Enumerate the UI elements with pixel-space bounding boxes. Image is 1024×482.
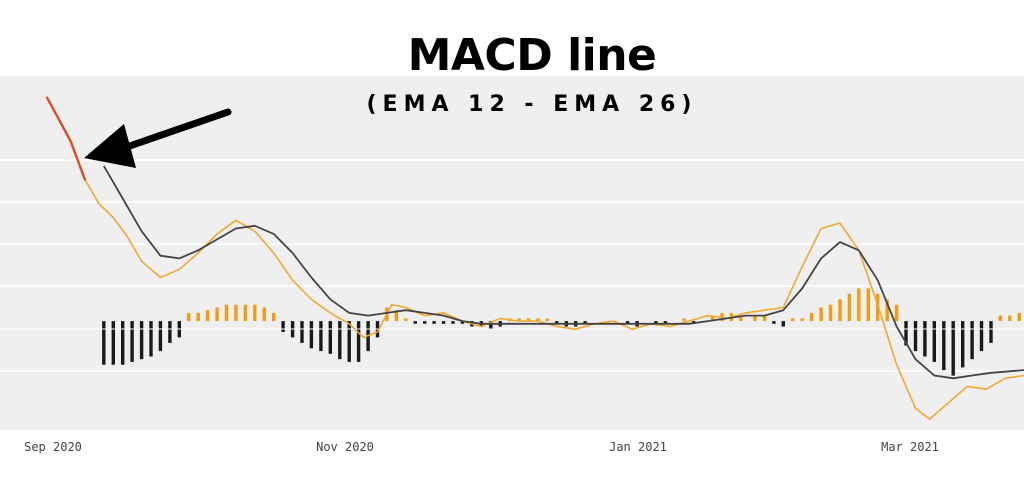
histogram-bar — [517, 318, 521, 322]
histogram-bar — [394, 310, 399, 322]
histogram-bar — [111, 321, 115, 365]
histogram-bar — [555, 321, 559, 324]
histogram-bar — [961, 321, 965, 368]
histogram-bar — [989, 321, 993, 343]
histogram-bar — [451, 321, 455, 324]
histogram-bar — [682, 318, 686, 322]
histogram-bar — [168, 321, 172, 343]
histogram-bar — [979, 321, 984, 352]
histogram-bar — [1017, 312, 1021, 322]
chart-subtitle: (EMA 12 - EMA 26) — [366, 92, 698, 117]
histogram-bar — [272, 312, 276, 322]
histogram-bar — [753, 315, 757, 321]
histogram-bar — [838, 299, 842, 322]
histogram-bar — [791, 318, 795, 322]
histogram-bar — [904, 321, 908, 346]
arrow-shaft — [114, 108, 232, 154]
histogram-bar — [489, 321, 493, 330]
histogram-bar — [828, 304, 833, 321]
histogram-bar — [857, 288, 861, 322]
histogram-bar — [413, 321, 417, 324]
histogram-bar — [885, 299, 889, 322]
histogram-bar — [121, 321, 125, 365]
histogram-bar — [234, 304, 238, 321]
histogram-bar — [215, 307, 219, 322]
histogram-bar — [800, 318, 804, 322]
x-tick-label: Nov 2020 — [316, 440, 374, 454]
histogram-bar — [710, 315, 715, 321]
histogram-bar — [970, 321, 974, 360]
x-tick-label: Mar 2021 — [881, 440, 939, 454]
histogram-bar — [942, 321, 946, 371]
histogram-bar — [158, 321, 163, 352]
histogram-bar — [356, 321, 361, 362]
histogram-bar — [809, 312, 814, 322]
arrow-head-icon — [84, 124, 136, 168]
histogram-bar — [866, 288, 870, 322]
histogram-bar — [876, 293, 880, 321]
histogram-bar — [205, 310, 210, 322]
histogram-bar — [300, 321, 304, 343]
grid-lines — [0, 159, 1024, 372]
histogram-bar — [224, 304, 229, 321]
histogram-bar — [347, 321, 351, 362]
histogram-bar — [281, 321, 285, 332]
histogram-bar — [187, 312, 191, 322]
series-lines — [46, 96, 1024, 420]
histogram-bar — [423, 321, 427, 324]
histogram-bar — [998, 315, 1003, 321]
histogram-bar — [913, 321, 918, 352]
plot-background — [0, 76, 1024, 430]
histogram-bar — [432, 321, 436, 324]
histogram-bar — [923, 321, 927, 357]
x-tick-label: Sep 2020 — [24, 440, 82, 454]
histogram-bar — [130, 321, 134, 362]
histogram-bar — [951, 321, 955, 376]
histogram-bar — [536, 318, 540, 322]
histogram-bar — [139, 321, 144, 360]
histogram-bar — [625, 321, 630, 324]
histogram-bar — [762, 315, 767, 321]
histogram-bar — [772, 321, 776, 324]
macd-start-highlight — [46, 96, 87, 181]
histogram-bar — [196, 312, 200, 322]
histogram-bar — [739, 315, 743, 321]
histogram-bar — [404, 318, 408, 322]
histogram-bar — [847, 293, 852, 321]
histogram-bar — [545, 318, 550, 322]
signal-line — [103, 165, 1024, 380]
histogram-bar — [262, 307, 266, 322]
histogram-bar — [441, 321, 446, 324]
histogram-bar — [1008, 315, 1012, 321]
histogram-bar — [894, 304, 899, 321]
histogram-bar — [102, 321, 106, 365]
histogram-bar — [819, 307, 823, 322]
histogram-bar — [663, 321, 668, 324]
chart-title: MACD line — [407, 30, 657, 81]
histogram-bar — [328, 321, 332, 354]
histogram-bar — [654, 321, 658, 324]
histogram-bar — [932, 321, 936, 362]
histogram-bar — [460, 321, 465, 324]
histogram-bar — [583, 321, 587, 324]
histogram-bar — [309, 321, 314, 349]
histogram-bar — [319, 321, 323, 352]
histogram-bar — [243, 304, 248, 321]
histogram-bar — [149, 321, 153, 357]
arrow-annotation — [84, 108, 232, 168]
histogram-bar — [526, 318, 531, 322]
histogram-bar — [253, 304, 257, 321]
histogram-bar — [338, 321, 342, 360]
x-tick-label: Jan 2021 — [609, 440, 667, 454]
histogram-bar — [781, 321, 785, 327]
